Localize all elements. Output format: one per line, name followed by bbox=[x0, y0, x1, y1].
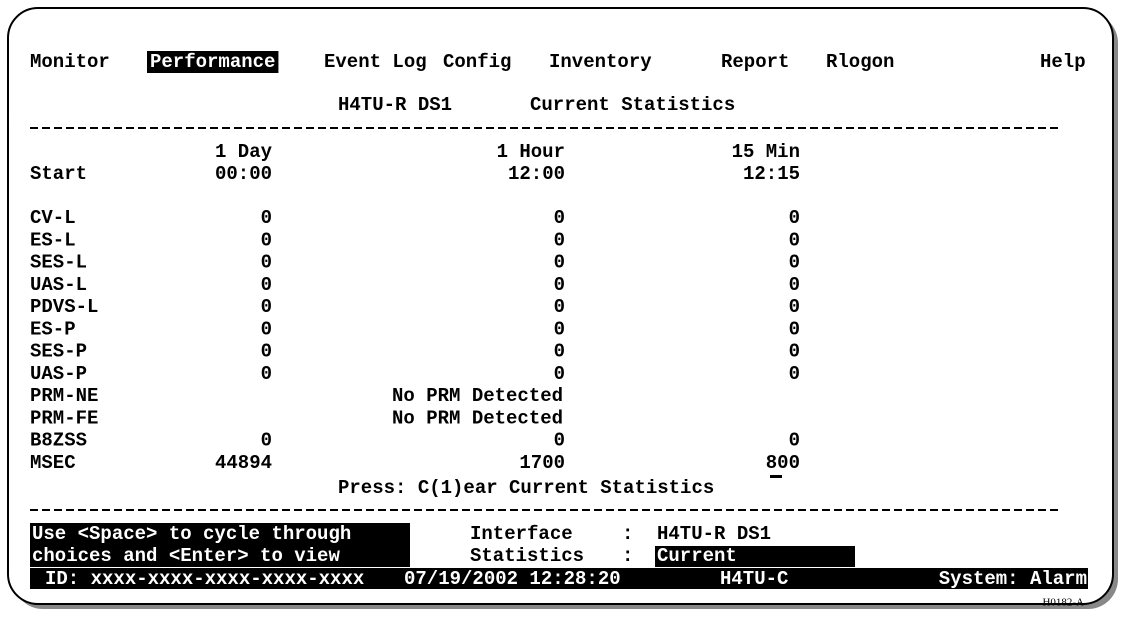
menu-item[interactable]: Config bbox=[443, 51, 511, 73]
prompt: Press: C(1)ear Current Statistics bbox=[338, 477, 714, 499]
cell-value: 0 bbox=[554, 341, 565, 363]
menu-item[interactable]: Report bbox=[721, 51, 789, 73]
field-label: Statistics bbox=[470, 545, 584, 567]
status-unit: H4TU-C bbox=[720, 568, 788, 590]
frame bbox=[7, 7, 1114, 605]
cell-value: 0 bbox=[261, 296, 272, 318]
help-text: choices and <Enter> to view bbox=[32, 545, 340, 567]
menu-highlight bbox=[147, 51, 279, 73]
cell-value: 0 bbox=[554, 229, 565, 251]
row-message: No PRM Detected bbox=[392, 407, 563, 429]
field-separator: : bbox=[622, 523, 633, 545]
figure-id: H0182-A bbox=[1042, 597, 1084, 609]
status-system: System: Alarm bbox=[939, 568, 1087, 590]
start-time: 00:00 bbox=[215, 163, 272, 185]
cell-value: 1700 bbox=[519, 452, 565, 474]
row-label: ES-P bbox=[30, 318, 76, 340]
cursor bbox=[770, 475, 782, 478]
cell-value: 44894 bbox=[215, 452, 272, 474]
row-label: UAS-L bbox=[30, 274, 87, 296]
start-time: 12:00 bbox=[508, 163, 565, 185]
status-bar bbox=[30, 568, 1088, 589]
cell-value: 0 bbox=[789, 318, 800, 340]
field-label: Interface bbox=[470, 523, 573, 545]
row-label: CV-L bbox=[30, 207, 76, 229]
menu-item[interactable]: Performance bbox=[150, 51, 275, 73]
column-header: 1 Day bbox=[215, 141, 273, 163]
field-value: H4TU-R DS1 bbox=[657, 523, 771, 545]
menu-item[interactable]: Event Log bbox=[324, 51, 427, 73]
cell-value: 0 bbox=[554, 430, 565, 452]
start-time: 12:15 bbox=[743, 163, 800, 185]
row-label: MSEC bbox=[30, 452, 76, 474]
row-label: PRM-NE bbox=[30, 385, 98, 407]
cell-value: 0 bbox=[789, 207, 800, 229]
menu-item[interactable]: Inventory bbox=[549, 51, 652, 73]
cell-value: 0 bbox=[554, 274, 565, 296]
cell-value: 0 bbox=[789, 363, 800, 385]
row-label: SES-L bbox=[30, 252, 87, 274]
cell-value: 0 bbox=[261, 318, 272, 340]
cell-value: 0 bbox=[261, 274, 272, 296]
cell-value: 0 bbox=[261, 363, 272, 385]
row-label: ES-L bbox=[30, 229, 76, 251]
cell-value: 0 bbox=[554, 318, 565, 340]
cell-value: 0 bbox=[554, 252, 565, 274]
cell-value: 0 bbox=[261, 341, 272, 363]
cell-value: 0 bbox=[261, 229, 272, 251]
menu-item[interactable]: Rlogon bbox=[826, 51, 894, 73]
status-datetime: 07/19/2002 12:28:20 bbox=[404, 568, 621, 590]
menu-item[interactable]: Monitor bbox=[30, 51, 110, 73]
row-label: Start bbox=[30, 163, 87, 185]
screen-title: H4TU-R DS1 bbox=[338, 94, 452, 116]
row-label: B8ZSS bbox=[30, 430, 87, 452]
row-label: UAS-P bbox=[30, 363, 87, 385]
cell-value: 0 bbox=[554, 207, 565, 229]
row-label: PRM-FE bbox=[30, 407, 98, 429]
cell-value: 0 bbox=[554, 363, 565, 385]
cell-value: 0 bbox=[261, 207, 272, 229]
field-highlight bbox=[655, 546, 855, 567]
row-message: No PRM Detected bbox=[392, 385, 563, 407]
cell-value: 0 bbox=[789, 296, 800, 318]
cell-value: 0 bbox=[554, 296, 565, 318]
row-label: SES-P bbox=[30, 341, 87, 363]
column-header: 15 Min bbox=[732, 141, 800, 163]
help-text: Use <Space> to cycle through bbox=[32, 523, 351, 545]
cell-value: 0 bbox=[789, 229, 800, 251]
cell-value: 0 bbox=[789, 274, 800, 296]
menu-item[interactable]: Help bbox=[1040, 51, 1086, 73]
cell-value: 800 bbox=[766, 452, 800, 474]
status-id: ID: xxxx-xxxx-xxxx-xxxx-xxxx bbox=[45, 568, 364, 590]
cell-value: 0 bbox=[789, 341, 800, 363]
field-value: Current bbox=[657, 545, 737, 567]
screen-title: Current Statistics bbox=[530, 94, 735, 116]
cell-value: 0 bbox=[261, 430, 272, 452]
help-box bbox=[30, 523, 410, 567]
cell-value: 0 bbox=[789, 252, 800, 274]
row-label: PDVS-L bbox=[30, 296, 98, 318]
field-separator: : bbox=[622, 545, 633, 567]
cell-value: 0 bbox=[789, 430, 800, 452]
column-header: 1 Hour bbox=[497, 141, 565, 163]
cell-value: 0 bbox=[261, 252, 272, 274]
